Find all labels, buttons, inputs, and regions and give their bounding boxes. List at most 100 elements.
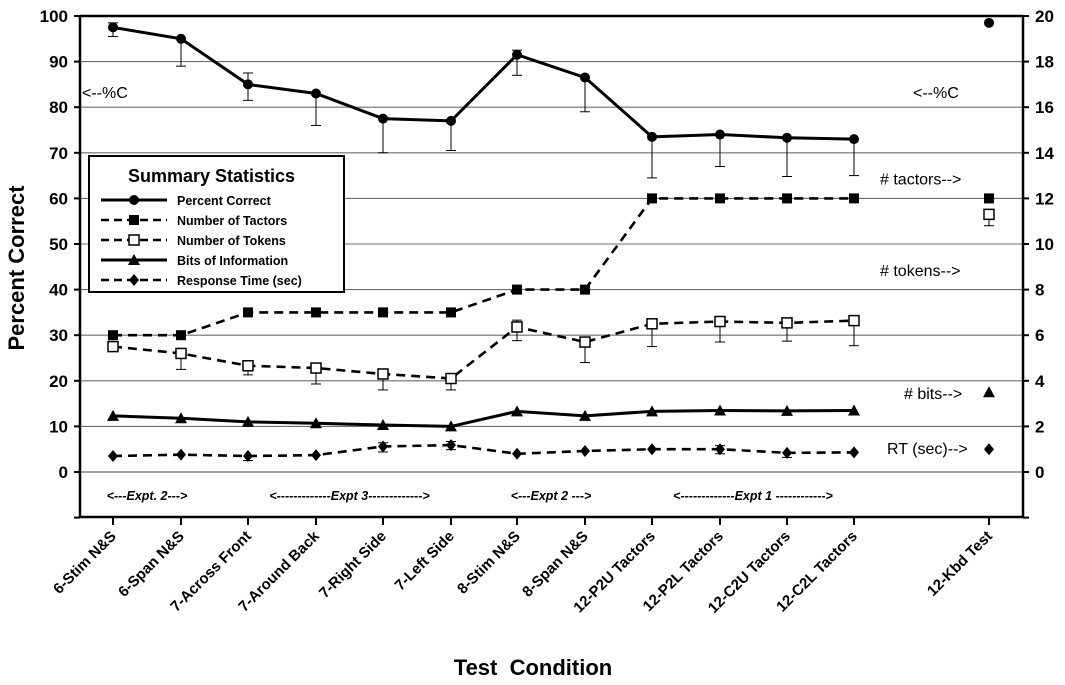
legend-label: Number of Tokens <box>177 234 286 248</box>
data-point <box>175 347 187 360</box>
data-point <box>176 33 186 44</box>
data-point <box>715 443 725 456</box>
data-point <box>107 340 119 353</box>
y-axis-ticks: 0 10 20 30 40 50 60 70 80 90 100 <box>40 7 80 519</box>
y2-tick-label: 12 <box>1035 189 1054 208</box>
series-line <box>112 443 855 458</box>
data-point <box>243 450 253 463</box>
data-point <box>176 448 186 461</box>
y-tick-label: 0 <box>59 463 68 482</box>
data-point <box>446 115 456 126</box>
x-axis-ticks: 6-Stim N&S6-Span N&S7-Across Front7-Arou… <box>50 517 996 617</box>
data-point <box>984 17 994 28</box>
annotation-pc-left: <--%C <box>82 85 128 102</box>
data-point <box>128 254 140 265</box>
data-point <box>579 336 591 348</box>
y2-axis-ticks: 0 2 4 6 8 10 12 14 16 18 20 <box>1023 7 1054 519</box>
data-point <box>849 134 859 145</box>
data-point <box>782 132 792 143</box>
data-point <box>715 193 725 204</box>
data-point <box>512 284 522 295</box>
legend-entry: Bits of Information <box>101 254 288 268</box>
y2-tick-label: 8 <box>1035 281 1044 300</box>
data-point <box>715 129 725 140</box>
data-point <box>512 447 522 460</box>
data-point <box>107 409 119 421</box>
x-tick-label: 6-Span N&S <box>115 528 188 601</box>
data-point <box>580 445 590 458</box>
data-point <box>647 193 657 204</box>
data-point <box>849 446 859 459</box>
data-point <box>984 443 994 456</box>
y-tick-label: 60 <box>49 189 68 208</box>
series-line <box>112 25 855 141</box>
y-tick-label: 20 <box>49 372 68 391</box>
annotation-rt: RT (sec)--> <box>887 441 968 458</box>
data-point <box>176 330 186 341</box>
plot-frame <box>78 14 1025 519</box>
experiment-labels: <---Expt. 2---> <-------------Expt 3-----… <box>107 489 834 503</box>
data-point <box>984 193 994 204</box>
y-tick-label: 50 <box>49 235 68 254</box>
data-point <box>377 419 389 431</box>
data-point <box>511 405 523 417</box>
series-number-of-tokens <box>107 208 995 391</box>
data-point <box>983 208 995 221</box>
data-point <box>311 88 321 99</box>
data-point <box>580 72 590 83</box>
data-point <box>714 315 726 328</box>
annotation-layer: <--%C <--%C # tactors--> # tokens--> # bits-… <box>82 85 968 458</box>
y2-tick-label: 20 <box>1035 7 1054 26</box>
data-point <box>782 193 792 204</box>
annotation-tokens: # tokens--> <box>880 263 960 280</box>
y2-tick-label: 0 <box>1035 463 1044 482</box>
data-point <box>377 368 389 380</box>
data-point <box>647 443 657 456</box>
legend-entry: Percent Correct <box>101 194 272 208</box>
y2-tick-label: 16 <box>1035 98 1054 117</box>
data-point <box>128 234 140 246</box>
data-point <box>310 417 322 429</box>
legend-label: Response Time (sec) <box>177 274 302 288</box>
data-point <box>848 404 860 416</box>
data-point <box>647 131 657 142</box>
y-axis-label: Percent Correct <box>4 185 29 351</box>
y2-tick-label: 18 <box>1035 53 1054 72</box>
data-point <box>108 450 118 463</box>
y-tick-label: 10 <box>49 417 68 436</box>
x-tick-label: 8-Span N&S <box>519 528 592 601</box>
data-point <box>378 113 388 124</box>
experiment-label: <---Expt. 2---> <box>107 489 188 503</box>
data-point <box>714 404 726 416</box>
series-layer <box>107 17 995 463</box>
legend-label: Number of Tactors <box>177 214 287 228</box>
y2-tick-label: 6 <box>1035 326 1044 345</box>
data-point <box>512 49 522 60</box>
data-point <box>242 415 254 427</box>
data-point <box>781 404 793 416</box>
annotation-pc: <--%C <box>913 85 959 102</box>
x-tick-label: 7-Right Side <box>316 528 390 602</box>
y-tick-label: 30 <box>49 326 68 345</box>
y2-tick-label: 14 <box>1035 144 1054 163</box>
y2-tick-label: 10 <box>1035 235 1054 254</box>
data-point <box>108 330 118 341</box>
data-point <box>445 372 457 385</box>
data-point <box>782 446 792 459</box>
data-point <box>446 307 456 318</box>
data-point <box>646 318 658 330</box>
data-point <box>108 22 118 33</box>
data-point <box>243 307 253 318</box>
data-point <box>781 317 793 329</box>
series-line <box>112 319 855 380</box>
data-point <box>311 307 321 318</box>
x-tick-label: 8-Stim N&S <box>454 528 524 598</box>
data-point <box>378 440 388 453</box>
y-tick-label: 100 <box>40 7 68 26</box>
annotation-bits: # bits--> <box>904 386 962 403</box>
legend-title: Summary Statistics <box>128 166 295 186</box>
series-response-time-sec <box>108 439 994 463</box>
data-point <box>849 193 859 204</box>
data-point <box>310 362 322 374</box>
